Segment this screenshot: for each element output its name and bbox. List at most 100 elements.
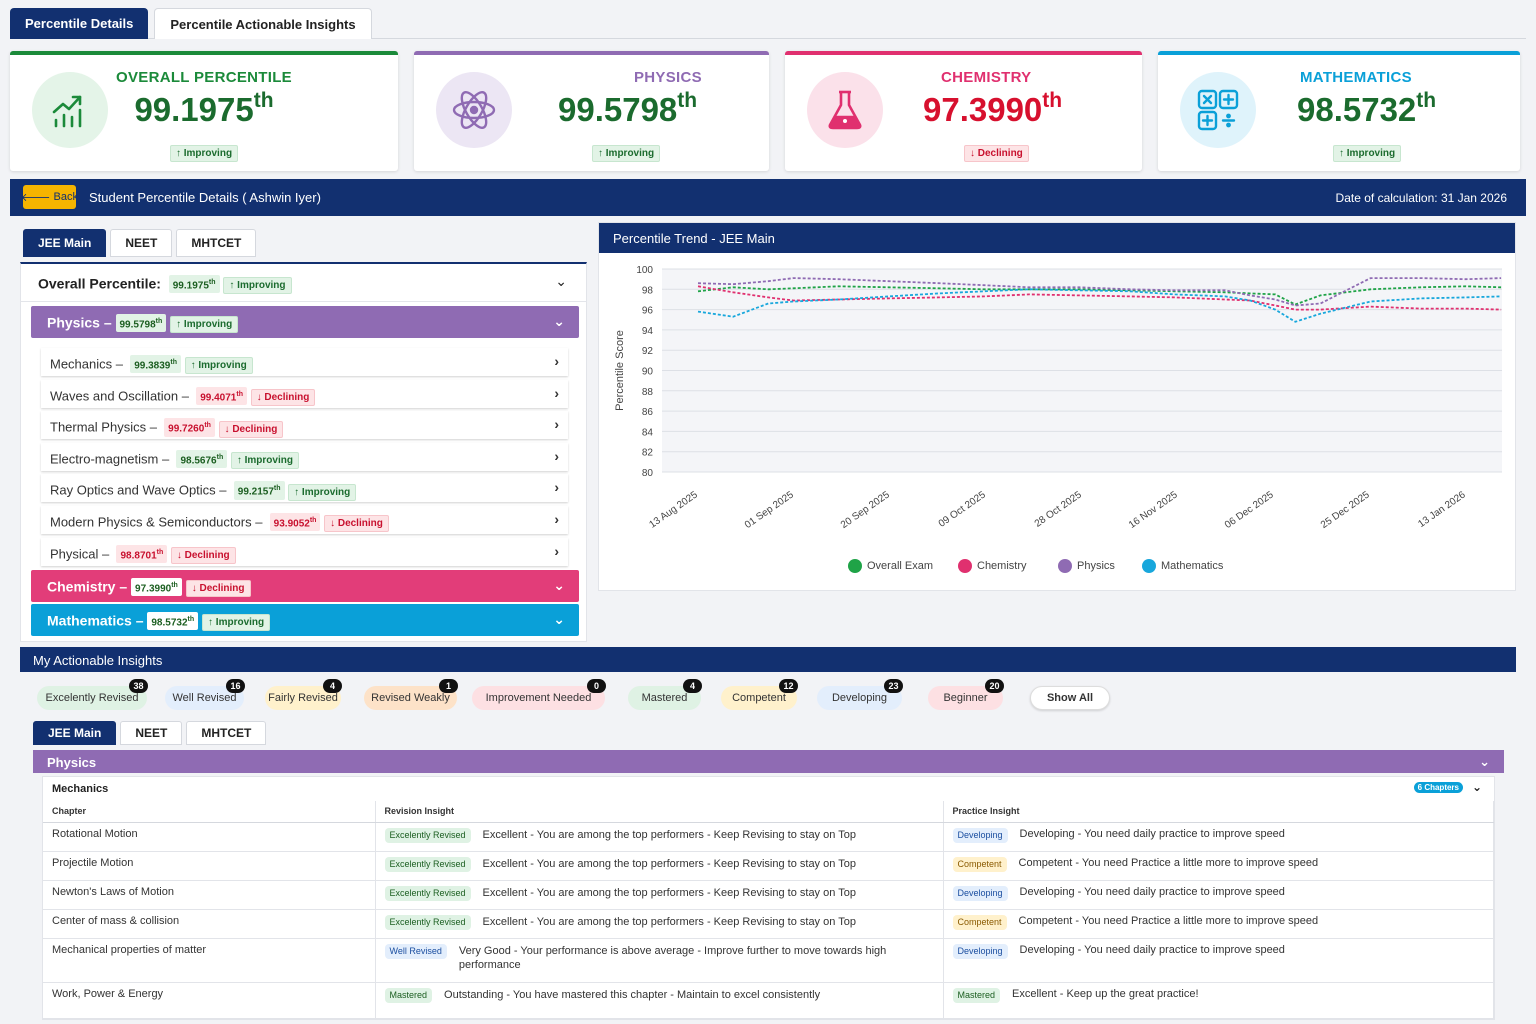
atom-icon	[436, 72, 512, 148]
insight-filter-pill[interactable]: Show All	[1030, 686, 1110, 710]
mechanics-group-header[interactable]: Mechanics 6 Chapters ⌄	[52, 780, 1482, 795]
value-chip: 99.7260th	[164, 418, 215, 437]
chapter-cell: Work, Power & Energy	[43, 982, 376, 1019]
physics-accordion-header[interactable]: Physics – 99.5798th ↑ Improving ⌄	[31, 306, 579, 338]
insight-filter-pill[interactable]: Revised Weakly	[364, 686, 457, 710]
insight-filter-pill[interactable]: Excelently Revised	[37, 686, 147, 710]
chapter-row[interactable]: Physical – 98.8701th ↓ Declining ›	[41, 537, 568, 566]
practice-insight-text: Competent - You need Practice a little m…	[1018, 856, 1319, 869]
chevron-down-icon: ⌄	[553, 313, 565, 329]
y-tick-label: 100	[636, 265, 653, 276]
value-chip: 98.5676th	[176, 449, 228, 469]
calculation-date: Date of calculation: 31 Jan 2026	[1335, 191, 1507, 205]
tab-jee-main[interactable]: JEE Main	[33, 721, 117, 745]
mathematics-accordion-header[interactable]: Mathematics – 98.5732th ↑ Improving ⌄	[31, 604, 579, 636]
practice-status-badge: Competent	[952, 856, 1007, 872]
series-line-overall-exam	[697, 285, 1502, 306]
mechanics-insights: Mechanics 6 Chapters ⌄ Chapter Revision …	[42, 776, 1495, 1020]
legend-mathematics[interactable]: Mathematics	[1142, 559, 1223, 573]
card-value: 97.3990th	[923, 89, 1063, 128]
trend-badge: ↓ Declining	[964, 145, 1029, 162]
practice-status-badge: Mastered	[952, 987, 1001, 1003]
value-chip: 93.9052th	[269, 513, 321, 532]
legend-swatch	[958, 559, 972, 573]
chapter-row[interactable]: Ray Optics and Wave Optics – 99.2157th ↑…	[41, 474, 568, 503]
tab-percentile-details[interactable]: Percentile Details	[10, 8, 149, 39]
chapter-cell: Rotational Motion	[43, 822, 376, 852]
chapter-label: Electro-magnetism – 98.5676th ↑ Improvin…	[50, 449, 299, 470]
arrow-left-icon: 🡐	[21, 192, 51, 204]
legend-swatch	[1142, 559, 1156, 573]
tab-neet[interactable]: NEET	[110, 229, 173, 257]
y-tick-label: 88	[642, 387, 654, 398]
column-header: Revision Insight	[375, 801, 944, 823]
legend-overall[interactable]: Overall Exam	[848, 559, 933, 573]
practice-status-badge: Competent	[952, 914, 1007, 930]
overall-percentile-row[interactable]: Overall Percentile: 99.1975th ↑ Improvin…	[21, 264, 586, 302]
y-tick-label: 92	[642, 346, 654, 357]
revision-insight-text: Excellent - You are among the top perfor…	[482, 886, 856, 899]
practice-status-badge: Developing	[952, 885, 1008, 901]
physics-insights-header[interactable]: Physics ⌄	[33, 750, 1504, 773]
calculator-icon	[1180, 72, 1256, 148]
top-tabs: Percentile Details Percentile Actionable…	[10, 8, 1526, 39]
back-button[interactable]: 🡐 Back	[21, 185, 78, 209]
legend-chemistry[interactable]: Chemistry	[958, 559, 1027, 573]
insights-table: Chapter Revision Insight Practice Insigh…	[43, 801, 1494, 1019]
count-badge: 38	[129, 679, 148, 693]
card-title: OVERALL PERCENTILE	[116, 69, 292, 86]
chapter-row[interactable]: Thermal Physics – 99.7260th ↓ Declining ›	[41, 411, 568, 440]
revision-status-badge: Well Revised	[384, 943, 447, 959]
value-chip: 98.5732th	[147, 612, 199, 631]
tab-neet[interactable]: NEET	[120, 721, 183, 745]
chapter-row[interactable]: Waves and Oscillation – 99.4071th ↓ Decl…	[41, 379, 568, 408]
y-tick-label: 96	[642, 306, 654, 317]
flask-icon	[807, 72, 883, 148]
insight-filter-pill[interactable]: Improvement Needed	[472, 686, 605, 710]
chevron-right-icon: ›	[554, 384, 559, 401]
series-line-mathematics	[697, 288, 1502, 323]
tab-mhtcet[interactable]: MHTCET	[186, 721, 267, 745]
tab-percentile-actionable-insights[interactable]: Percentile Actionable Insights	[154, 8, 372, 39]
chevron-right-icon: ›	[554, 416, 559, 433]
card-title: PHYSICS	[634, 69, 702, 86]
trend-badge: ↑ Improving	[230, 452, 299, 470]
mathematics-card: MATHEMATICS 98.5732th ↑ Improving	[1158, 51, 1520, 171]
trend-badge: ↑ Improving	[170, 316, 239, 334]
revision-status-badge: Excelently Revised	[384, 856, 471, 872]
trend-badge: ↓ Declining	[324, 515, 389, 533]
series-line-physics	[697, 277, 1502, 307]
x-tick-label: 20 Sep 2025	[839, 489, 892, 531]
insight-exam-tabs: JEE Main NEET MHTCET	[33, 721, 267, 745]
tab-jee-main[interactable]: JEE Main	[23, 229, 107, 257]
count-badge: 23	[884, 679, 903, 693]
chevron-down-icon: ⌄	[1471, 780, 1482, 794]
trend-badge: ↓ Declining	[170, 546, 236, 564]
chapter-row[interactable]: Electro-magnetism – 98.5676th ↑ Improvin…	[41, 442, 568, 471]
count-badge: 4	[683, 679, 702, 693]
chapter-label: Thermal Physics – 99.7260th ↓ Declining	[50, 418, 284, 438]
practice-status-badge: Developing	[952, 827, 1008, 843]
column-header: Chapter	[43, 801, 376, 823]
chapter-cell: Projectile Motion	[43, 851, 376, 881]
value-chip: 97.3990th	[131, 578, 182, 597]
chapter-label: Mechanics – 99.3839th ↑ Improving	[50, 355, 253, 375]
legend-physics[interactable]: Physics	[1058, 559, 1115, 573]
practice-insight-text: Developing - You need daily practice to …	[1019, 885, 1285, 898]
chemistry-accordion-header[interactable]: Chemistry – 97.3990th ↓ Declining ⌄	[31, 570, 579, 602]
value-chip: 98.8701th	[116, 544, 168, 563]
x-tick-label: 16 Nov 2025	[1127, 489, 1180, 531]
chapter-row[interactable]: Mechanics – 99.3839th ↑ Improving ›	[41, 348, 568, 376]
trend-badge: ↑ Improving	[223, 277, 292, 295]
revision-insight-text: Excellent - You are among the top perfor…	[482, 828, 856, 841]
chapter-row[interactable]: Modern Physics & Semiconductors – 93.905…	[41, 506, 568, 534]
tab-mhtcet[interactable]: MHTCET	[176, 229, 257, 257]
x-tick-label: 06 Dec 2025	[1223, 489, 1276, 531]
y-tick-label: 86	[642, 407, 654, 418]
trend-badge: ↓ Declining	[218, 420, 284, 438]
x-tick-label: 28 Oct 2025	[1033, 489, 1084, 530]
chapter-cell: Newton's Laws of Motion	[43, 880, 376, 910]
series-line-chemistry	[697, 285, 1502, 311]
revision-insight-text: Excellent - You are among the top perfor…	[482, 915, 856, 928]
chart-header: Percentile Trend - JEE Main	[599, 223, 1515, 253]
